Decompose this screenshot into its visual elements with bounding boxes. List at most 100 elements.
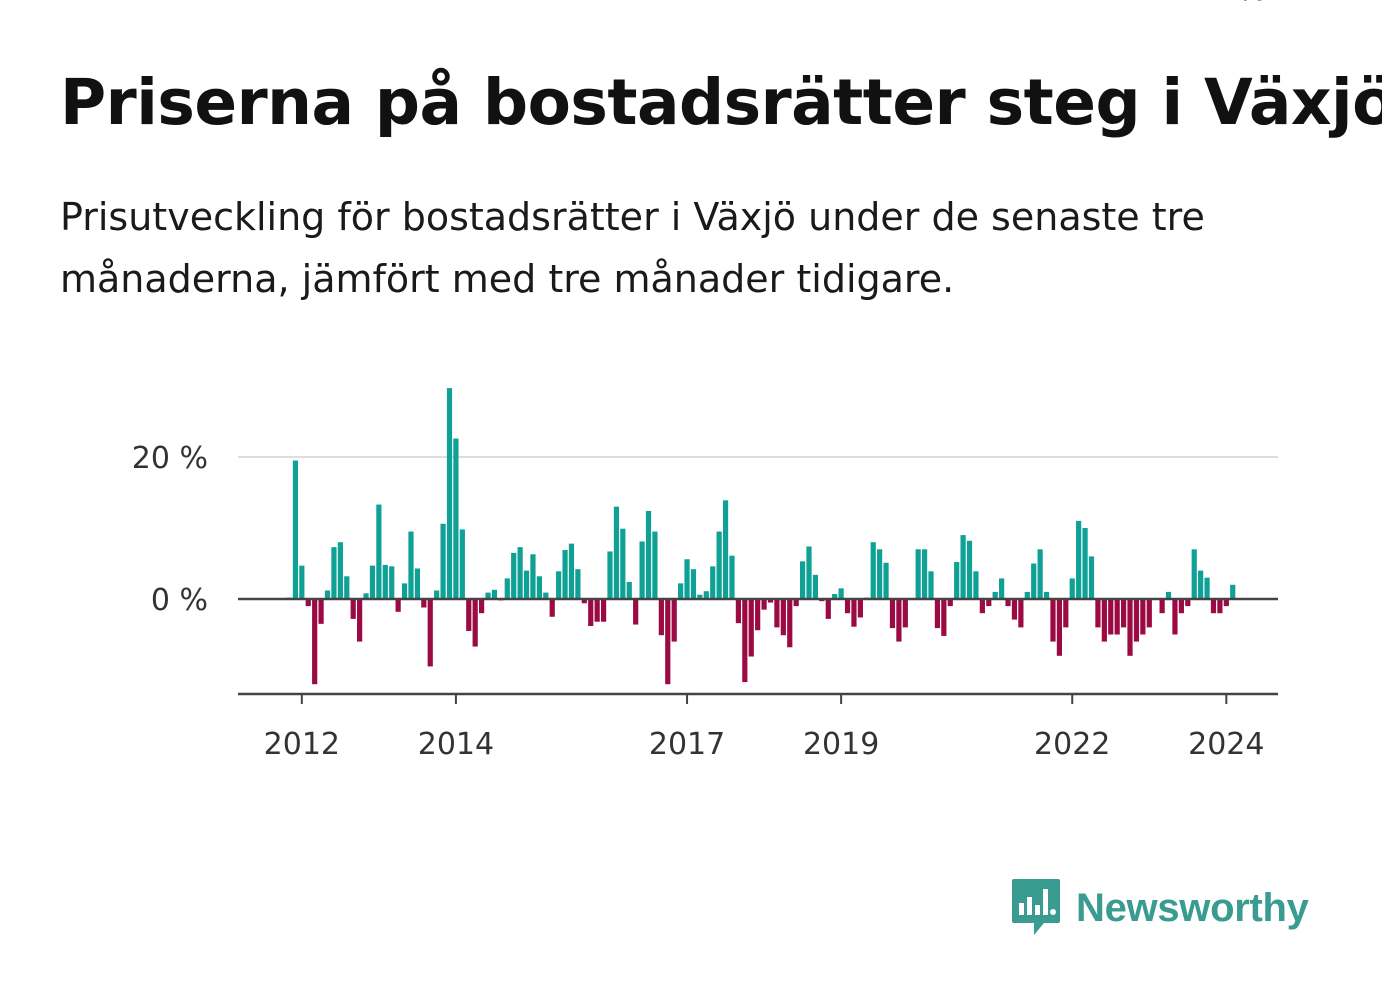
bar	[376, 504, 382, 599]
bar	[305, 599, 311, 607]
bar	[1024, 591, 1030, 599]
bar	[299, 565, 305, 599]
bar	[716, 531, 722, 599]
bar	[446, 388, 453, 599]
bar	[928, 571, 934, 599]
bar	[1031, 563, 1037, 599]
bar	[1095, 599, 1101, 628]
x-tick-label: 2012	[264, 727, 340, 762]
bar	[434, 590, 440, 599]
bar	[877, 549, 883, 599]
bar	[536, 576, 542, 599]
bar	[1217, 599, 1223, 614]
bar	[947, 599, 953, 607]
bar	[825, 599, 831, 619]
bar	[1165, 591, 1172, 599]
bar	[485, 592, 491, 599]
bar	[793, 599, 799, 607]
last-value-label: 2 %	[1209, 0, 1266, 8]
bar	[575, 569, 581, 599]
bar	[966, 540, 973, 599]
bar	[934, 599, 941, 629]
bar	[787, 599, 793, 648]
bar	[1076, 520, 1082, 599]
bar	[742, 599, 748, 683]
bar	[459, 529, 465, 599]
bar	[1127, 599, 1133, 656]
bar	[324, 590, 331, 599]
bar	[1230, 584, 1236, 599]
bar	[318, 599, 324, 624]
bar	[761, 599, 767, 610]
bar	[382, 564, 388, 599]
bar	[896, 599, 902, 642]
bar	[1037, 549, 1043, 599]
bar	[408, 531, 414, 599]
bar	[902, 599, 908, 628]
bar	[870, 542, 876, 599]
bar	[1063, 599, 1069, 628]
bar	[800, 561, 806, 599]
chart-title: Priserna på bostadsrätter steg i Växjö	[60, 66, 1382, 139]
bar	[915, 549, 921, 599]
bar	[1133, 599, 1140, 642]
bar	[755, 599, 761, 631]
axis-layer	[238, 597, 1278, 704]
bar	[568, 543, 575, 599]
bar	[562, 550, 568, 599]
bar	[369, 565, 376, 599]
bar	[844, 599, 851, 614]
bar	[581, 599, 587, 604]
x-tick-label: 2014	[418, 727, 494, 762]
bar	[954, 562, 960, 599]
bar	[979, 599, 985, 614]
bar	[684, 559, 690, 599]
bar	[312, 599, 318, 685]
bar	[401, 583, 408, 599]
bar	[1088, 556, 1095, 599]
bar	[292, 460, 299, 599]
bar	[1050, 599, 1056, 642]
bar	[832, 594, 838, 599]
bars-layer	[286, 388, 1236, 685]
bar	[1223, 599, 1229, 607]
bar	[530, 554, 536, 599]
x-tick-label: 2024	[1188, 727, 1264, 762]
bar	[812, 574, 819, 599]
bar	[594, 599, 600, 622]
bar	[421, 599, 427, 608]
bar	[479, 599, 485, 614]
bar	[748, 599, 754, 657]
bar	[344, 576, 350, 599]
bar	[626, 581, 632, 599]
bar	[838, 588, 844, 599]
bar	[600, 599, 607, 622]
bar	[440, 523, 446, 599]
bar	[1172, 599, 1178, 635]
bar	[363, 593, 369, 599]
bar	[491, 589, 498, 599]
bar	[1082, 528, 1088, 599]
y-tick-label: 0 %	[151, 583, 208, 618]
bar	[466, 599, 472, 631]
x-tick-label: 2022	[1034, 727, 1110, 762]
bar	[1005, 599, 1011, 607]
bar	[1108, 599, 1114, 635]
bar	[1185, 599, 1191, 607]
bar	[941, 599, 947, 636]
bar	[992, 591, 998, 599]
bar	[735, 599, 741, 624]
bar	[414, 568, 420, 599]
bar	[620, 528, 626, 599]
bar	[1198, 570, 1204, 599]
bar	[357, 599, 363, 642]
bar	[504, 578, 510, 599]
bar	[921, 549, 928, 599]
bar	[960, 535, 966, 599]
bar	[652, 531, 658, 599]
bar	[774, 599, 780, 628]
bar	[729, 555, 735, 599]
bar	[331, 547, 337, 599]
bar	[517, 547, 523, 599]
bar	[588, 599, 594, 626]
